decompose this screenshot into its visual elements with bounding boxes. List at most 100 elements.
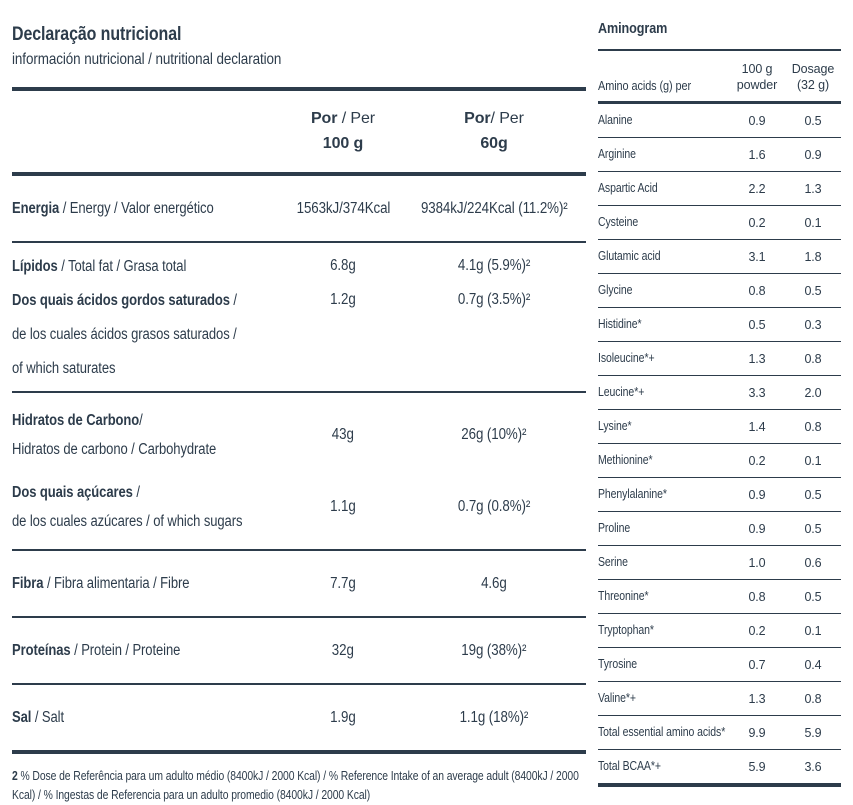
nutrient-label-line: of which saturates — [12, 359, 116, 377]
value-per-60g: 0.7g (3.5%)² — [457, 291, 531, 308]
value-per-60g: 1.1g (18%)² — [459, 708, 529, 726]
amino-dosage-value: 0.4 — [804, 657, 822, 672]
nutrient-label: Dos quais ácidos gordos saturados / — [12, 285, 284, 316]
amino-100g-value: 0.8 — [748, 589, 766, 604]
amino-name: Alanine — [598, 113, 633, 127]
aminogram-table: Aminogram Amino acids (g) per 100 g powd… — [598, 8, 841, 787]
amino-row: Alanine 0.9 0.5 — [598, 104, 841, 138]
amino-100g-value: 1.3 — [748, 351, 766, 366]
divider — [12, 172, 586, 176]
divider — [12, 549, 586, 551]
amino-dosage-value: 0.3 — [804, 317, 822, 332]
value-per-100g: 1.9g — [330, 708, 356, 726]
divider — [598, 49, 841, 51]
amino-100g-value: 5.9 — [748, 759, 766, 774]
amino-100g-value: 0.2 — [748, 453, 766, 468]
amino-dosage-value: 0.8 — [804, 351, 822, 366]
nutrient-label-line: Energia / Energy / Valor energético — [12, 200, 214, 217]
amino-name: Aspartic Acid — [598, 181, 658, 195]
nutrient-label: de los cuales ácidos grasos saturados / — [12, 319, 284, 350]
amino-100g-value: 0.2 — [748, 623, 766, 638]
amino-name: Tryptophan* — [598, 623, 654, 637]
nutrition-row: Dos quais açúcares / de los cuales azúcar… — [12, 471, 586, 543]
amino-dosage-value: 0.1 — [804, 453, 822, 468]
nutrition-col-per-100g: Por / Per 100 g — [284, 106, 402, 156]
aminogram-header-100g: 100 g powder — [736, 62, 778, 92]
aminogram-header-dosage: Dosage (32 g) — [791, 62, 835, 92]
divider — [12, 616, 586, 618]
amino-name: Leucine*+ — [598, 385, 645, 399]
amino-name: Arginine — [598, 147, 636, 161]
nutrition-row: Hidratos de Carbono/Hidratos de carbono … — [12, 399, 586, 471]
amino-row: Glutamic acid 3.1 1.8 — [598, 240, 841, 274]
amino-100g-value: 0.8 — [748, 283, 766, 298]
value-per-100g: 1563kJ/374Kcal — [296, 199, 390, 217]
amino-name: Glycine — [598, 283, 633, 297]
aminogram-header-row: Amino acids (g) per 100 g powder Dosage … — [598, 51, 841, 101]
nutrient-label-line: Dos quais açúcares / — [12, 484, 140, 501]
amino-row: Phenylalanine* 0.9 0.5 — [598, 478, 841, 512]
amino-row: Glycine 0.8 0.5 — [598, 274, 841, 308]
nutrition-declaration-table: Declaração nutricional información nutri… — [12, 12, 586, 805]
nutrition-row: Energia / Energy / Valor energético 1563k… — [12, 182, 586, 235]
nutrition-footnote: 2 % Dose de Referência para um adulto mé… — [12, 767, 586, 805]
nutrition-section: Energia / Energy / Valor energético 1563k… — [12, 176, 586, 241]
value-per-60g: 0.7g (0.8%)² — [457, 498, 531, 515]
amino-name: Threonine* — [598, 589, 649, 603]
amino-name: Histidine* — [598, 317, 642, 331]
col-60g-por: Por — [464, 110, 491, 127]
aminogram-title: Aminogram — [598, 20, 668, 37]
amino-dosage-value: 0.5 — [804, 589, 822, 604]
amino-100g-value: 0.9 — [748, 487, 766, 502]
divider — [12, 241, 586, 243]
nutrient-label-line: Fibra / Fibra alimentaria / Fibre — [12, 575, 190, 592]
nutrient-label-line: de los cuales ácidos grasos saturados / — [12, 325, 237, 343]
col-100g-amount: 100 g — [322, 135, 364, 152]
nutrient-label: Proteínas / Protein / Proteine — [12, 635, 284, 666]
footnote-text: % Dose de Referência para um adulto médi… — [12, 769, 579, 802]
nutrition-section: Sal / Salt 1.9g 1.1g (18%)² — [12, 685, 586, 750]
amino-dosage-value: 5.9 — [804, 725, 822, 740]
nutrition-section: Lípidos / Total fat / Grasa total 6.8g 4.1… — [12, 243, 586, 391]
amino-row: Total BCAA*+ 5.9 3.6 — [598, 750, 841, 783]
amino-dosage-value: 0.5 — [804, 487, 822, 502]
aminogram-header-label: Amino acids (g) per — [598, 78, 692, 93]
value-per-60g: 26g (10%)² — [461, 426, 527, 443]
nutrition-subtitle-text: información nutricional / nutritional de… — [12, 51, 282, 68]
amino-name: Cysteine — [598, 215, 639, 229]
amino-name: Phenylalanine* — [598, 487, 667, 501]
nutrient-label-line: Proteínas / Protein / Proteine — [12, 642, 181, 659]
nutrition-col-per-60g: Por/ Per 60g — [402, 106, 586, 156]
amino-row: Aspartic Acid 2.2 1.3 — [598, 172, 841, 206]
amino-name: Isoleucine*+ — [598, 351, 655, 365]
amino-dosage-value: 3.6 — [804, 759, 822, 774]
nutrition-row: Dos quais ácidos gordos saturados / 1.2g 0… — [12, 283, 586, 317]
value-per-100g: 43g — [332, 426, 354, 443]
nutrient-label-line: de los cuales azúcares / of which sugars — [12, 513, 243, 530]
amino-dosage-value: 0.5 — [804, 521, 822, 536]
amino-dosage-value: 0.5 — [804, 113, 822, 128]
nutrition-rows: Energia / Energy / Valor energético 1563k… — [12, 176, 586, 754]
amino-100g-value: 9.9 — [748, 725, 766, 740]
nutrition-section: Hidratos de Carbono/Hidratos de carbono … — [12, 393, 586, 549]
amino-100g-value: 0.2 — [748, 215, 766, 230]
amino-dosage-value: 0.5 — [804, 283, 822, 298]
amino-name: Valine*+ — [598, 691, 636, 705]
divider — [12, 87, 586, 91]
amino-row: Arginine 1.6 0.9 — [598, 138, 841, 172]
nutrient-label: Lípidos / Total fat / Grasa total — [12, 251, 284, 282]
nutrient-label-line: Lípidos / Total fat / Grasa total — [12, 257, 187, 275]
amino-100g-value: 2.2 — [748, 181, 766, 196]
amino-row: Lysine* 1.4 0.8 — [598, 410, 841, 444]
amino-name: Serine — [598, 555, 628, 569]
footnote-marker: 2 — [12, 769, 18, 783]
amino-100g-value: 0.7 — [748, 657, 766, 672]
amino-row: Tyrosine 0.7 0.4 — [598, 648, 841, 682]
amino-row: Valine*+ 1.3 0.8 — [598, 682, 841, 716]
nutrient-label: Fibra / Fibra alimentaria / Fibre — [12, 568, 284, 599]
nutrition-row: Proteínas / Protein / Proteine 32g 19g (38… — [12, 624, 586, 677]
col-100g-por: Por — [310, 110, 338, 127]
value-per-100g: 1.1g — [330, 498, 356, 515]
amino-name: Total essential amino acids* — [598, 725, 726, 739]
